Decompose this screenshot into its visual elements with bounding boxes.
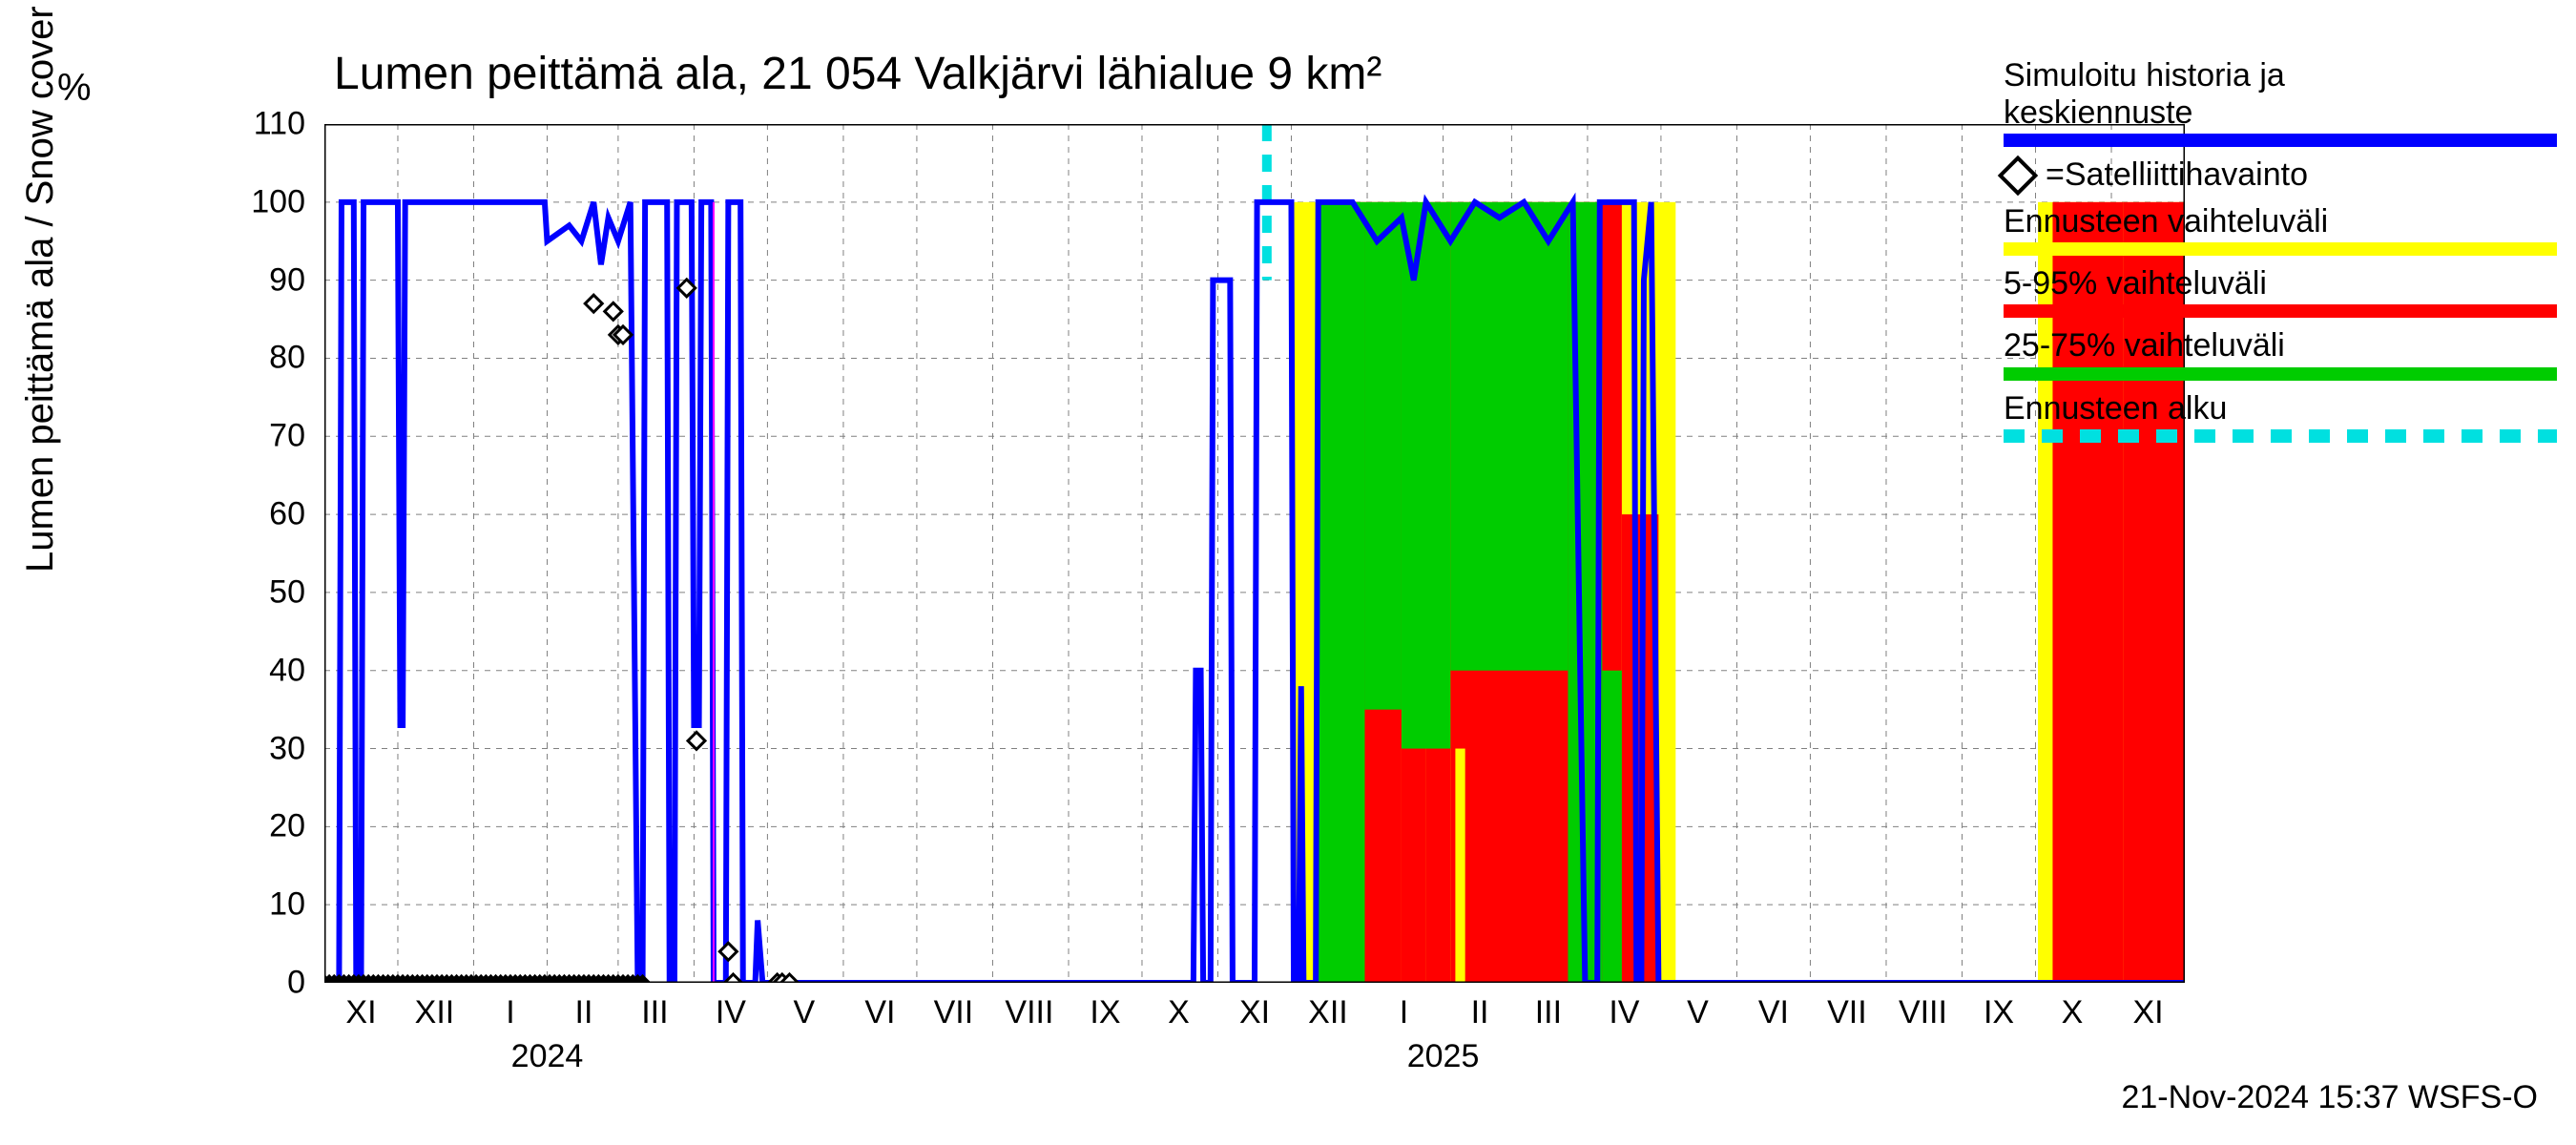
legend: Simuloitu historia jakeskiennuste =Satell… — [2004, 57, 2557, 452]
legend-item: Simuloitu historia jakeskiennuste — [2004, 57, 2557, 147]
x-tick: I — [506, 994, 514, 1031]
legend-item: Ennusteen vaihteluväli — [2004, 203, 2557, 256]
x-tick: VII — [934, 994, 974, 1031]
x-tick: XII — [1308, 994, 1348, 1031]
legend-swatch — [2004, 134, 2557, 147]
y-tick: 50 — [219, 573, 305, 611]
x-tick: II — [575, 994, 593, 1031]
y-tick: 70 — [219, 418, 305, 455]
legend-label: 5-95% vaihteluväli — [2004, 265, 2557, 302]
legend-swatch — [2004, 304, 2557, 318]
x-tick: XII — [415, 994, 455, 1031]
year-label: 2024 — [511, 1038, 584, 1075]
y-tick: 0 — [219, 965, 305, 1002]
x-tick: VI — [1758, 994, 1789, 1031]
x-tick: IX — [1984, 994, 2014, 1031]
x-tick: X — [1168, 994, 1190, 1031]
legend-label: =Satelliittihavainto — [2046, 156, 2308, 194]
x-tick: IV — [716, 994, 746, 1031]
y-unit: % — [57, 67, 92, 110]
legend-swatch — [2004, 367, 2557, 381]
x-tick: III — [1535, 994, 1562, 1031]
x-tick: III — [641, 994, 668, 1031]
y-label: Lumen peittämä ala / Snow cover area — [19, 0, 62, 572]
x-tick: IV — [1609, 994, 1639, 1031]
y-tick: 90 — [219, 261, 305, 299]
plot-area — [324, 124, 2185, 983]
x-tick: X — [2062, 994, 2084, 1031]
x-tick: VI — [864, 994, 895, 1031]
y-tick: 40 — [219, 652, 305, 689]
legend-label: 25-75% vaihteluväli — [2004, 327, 2557, 364]
legend-swatch — [2004, 242, 2557, 256]
x-tick: V — [1687, 994, 1709, 1031]
legend-swatch — [2004, 429, 2557, 443]
y-tick: 10 — [219, 886, 305, 924]
x-tick: VIII — [1899, 994, 1947, 1031]
y-tick: 80 — [219, 340, 305, 377]
legend-label: Ennusteen alku — [2004, 390, 2557, 427]
x-tick: XI — [2132, 994, 2163, 1031]
legend-label: Ennusteen vaihteluväli — [2004, 203, 2557, 240]
footer-timestamp: 21-Nov-2024 15:37 WSFS-O — [2121, 1079, 2538, 1116]
y-tick: 110 — [219, 106, 305, 143]
diamond-icon — [1998, 156, 2038, 196]
y-tick: 20 — [219, 808, 305, 845]
y-tick: 100 — [219, 183, 305, 220]
year-label: 2025 — [1407, 1038, 1480, 1075]
chart-title: Lumen peittämä ala, 21 054 Valkjärvi läh… — [334, 48, 1381, 100]
x-tick: XI — [345, 994, 376, 1031]
y-tick: 60 — [219, 496, 305, 533]
x-tick: II — [1471, 994, 1489, 1031]
legend-item: Ennusteen alku — [2004, 390, 2557, 443]
legend-item: 5-95% vaihteluväli — [2004, 265, 2557, 318]
x-tick: VII — [1827, 994, 1867, 1031]
x-tick: IX — [1090, 994, 1120, 1031]
chart-container: Lumen peittämä ala, 21 054 Valkjärvi läh… — [0, 0, 2576, 1145]
x-tick: I — [1400, 994, 1408, 1031]
x-tick: V — [794, 994, 816, 1031]
x-tick: VIII — [1005, 994, 1053, 1031]
x-tick: XI — [1239, 994, 1270, 1031]
legend-item: 25-75% vaihteluväli — [2004, 327, 2557, 380]
legend-label: Simuloitu historia jakeskiennuste — [2004, 57, 2557, 132]
y-tick: 30 — [219, 730, 305, 767]
legend-item: =Satelliittihavainto — [2004, 156, 2557, 194]
